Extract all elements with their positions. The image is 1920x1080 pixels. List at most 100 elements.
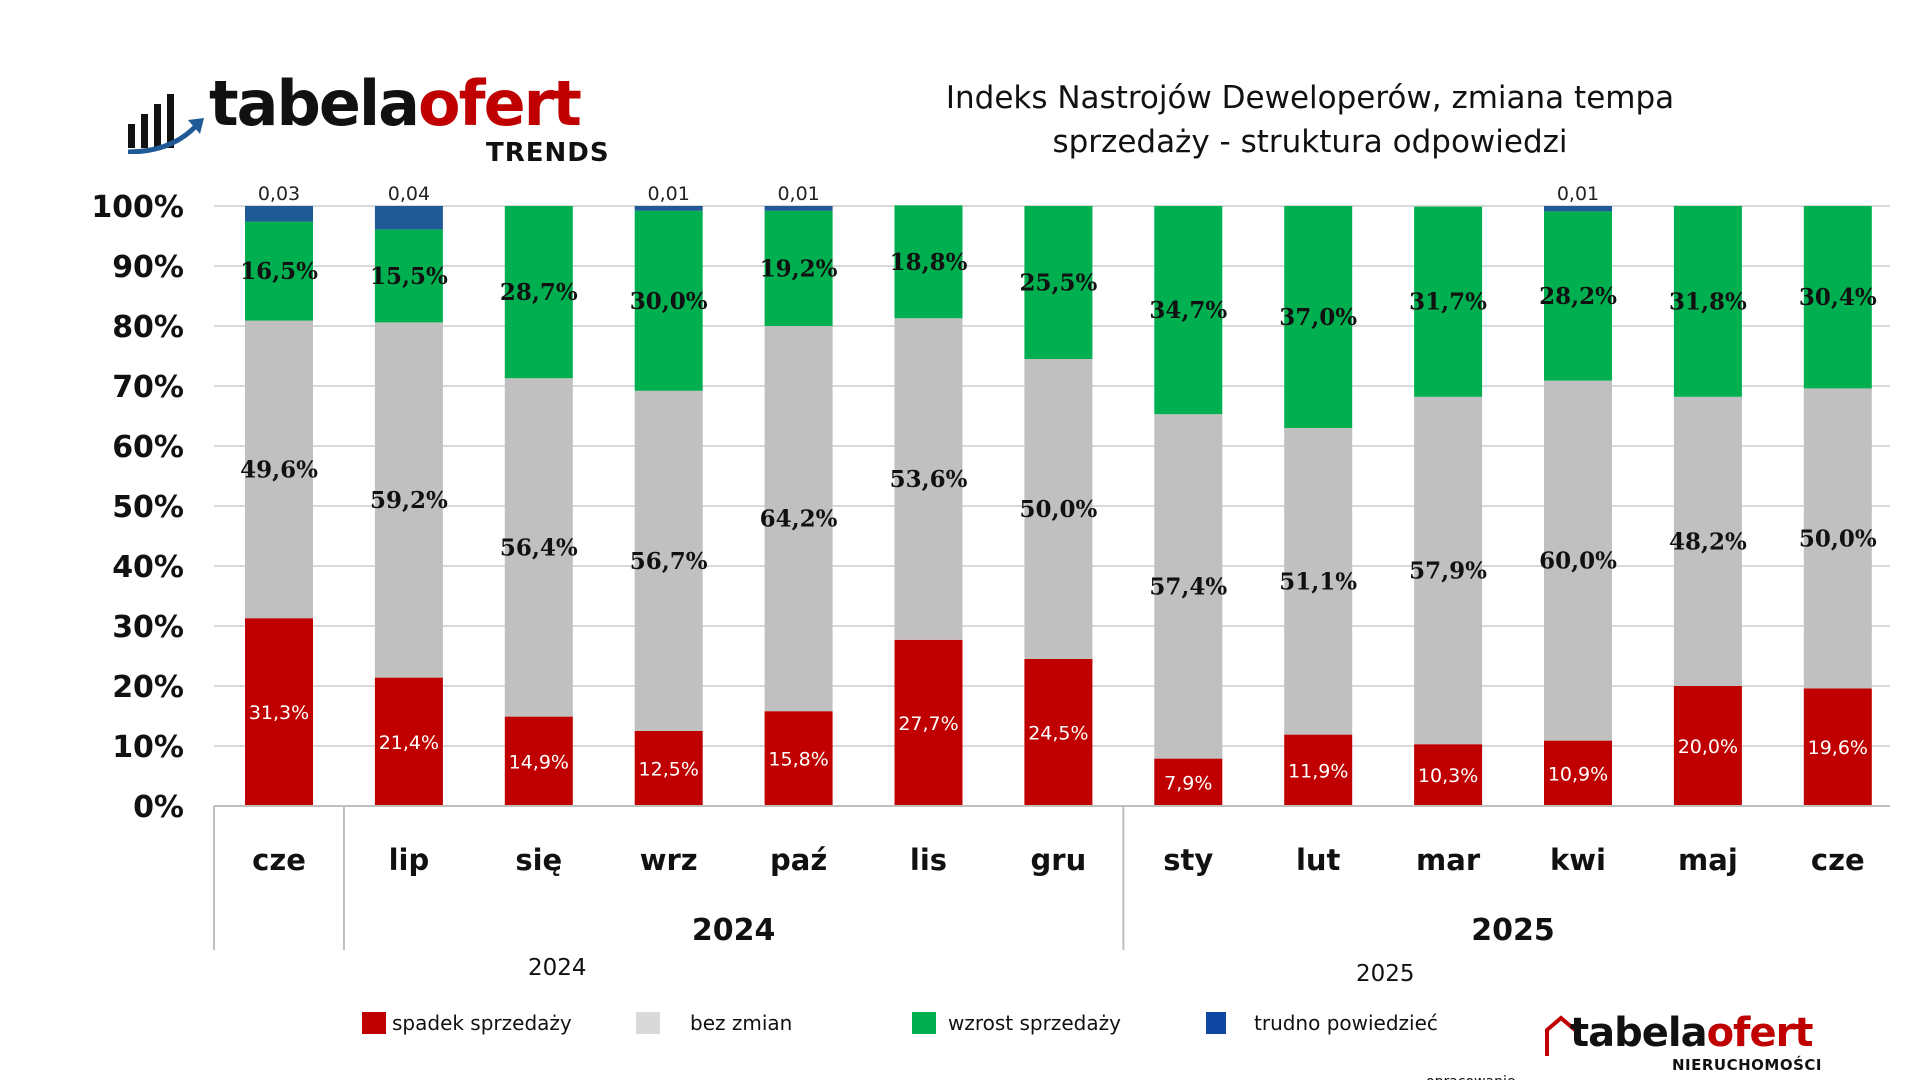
- bar-segment-bez-zmian: [1673, 396, 1742, 686]
- data-label-spadek: 31,3%: [249, 702, 309, 724]
- data-label-wzrost: 16,5%: [240, 258, 318, 285]
- data-label-wzrost: 31,7%: [1409, 289, 1487, 316]
- labels-layer: 31,3% 49,6% 16,5% 0,03 21,4% 59,2% 15,5% 0,04 14…: [240, 183, 1877, 794]
- data-label-bez-zmian: 49,6%: [240, 456, 318, 483]
- data-label-spadek: 12,5%: [639, 759, 699, 781]
- bar-segment-bez-zmian: [1803, 388, 1872, 689]
- credit-name-part1: tabela: [1570, 1010, 1708, 1056]
- bar-segment-bez-zmian: [1544, 380, 1612, 741]
- chart-title: Indeks Nastrojów Deweloperów, zmiana tem…: [930, 76, 1690, 164]
- year-group-label: 2025: [1471, 913, 1555, 948]
- bar-segment-spadek: [1544, 740, 1612, 806]
- legend-swatch-bez-zmian: [636, 1012, 660, 1034]
- data-label-spadek: 14,9%: [509, 751, 569, 773]
- data-label-bez-zmian: 50,0%: [1799, 525, 1877, 552]
- data-label-spadek: 10,3%: [1418, 765, 1478, 787]
- y-tick-label: 20%: [112, 670, 184, 705]
- legend-label-wzrost: wzrost sprzedaży: [948, 1011, 1121, 1035]
- data-label-wzrost: 25,5%: [1019, 270, 1097, 297]
- bar-chart-logo-icon: [127, 94, 204, 154]
- data-label-bez-zmian: 59,2%: [370, 487, 448, 514]
- bar-segment-bez-zmian: [1284, 428, 1353, 735]
- bar-segment-wzrost: [504, 206, 573, 379]
- bar-segment-wzrost: [634, 210, 703, 391]
- x-tick-label: gru: [1031, 843, 1087, 877]
- bars-layer: [245, 205, 1872, 806]
- data-label-wzrost: 37,0%: [1279, 304, 1357, 331]
- data-label-bez-zmian: 53,6%: [890, 466, 968, 493]
- credit-logo: tabelaofert NIERUCHOMOŚCI: [1544, 1010, 1824, 1080]
- bar-segment-wzrost: [1414, 206, 1483, 397]
- bar-segment-bez-zmian: [634, 390, 703, 731]
- legend-item-trudno: trudno powiedzieć: [1206, 1010, 1438, 1036]
- brand-name-part2: ofert: [418, 67, 582, 140]
- data-label-bez-zmian: 60,0%: [1539, 548, 1617, 575]
- y-tick-label: 50%: [112, 490, 184, 525]
- bar-segment-spadek: [1414, 744, 1483, 806]
- credit-name-part2: ofert: [1706, 1010, 1814, 1056]
- legend-swatch-wzrost: [912, 1012, 936, 1034]
- data-label-wzrost: 28,7%: [500, 279, 578, 306]
- y-tick-label: 80%: [112, 310, 184, 345]
- brand-name-part1: tabela: [209, 67, 420, 140]
- data-label-trudno: 0,03: [258, 183, 300, 205]
- bar-segment-spadek: [634, 731, 703, 806]
- data-label-spadek: 11,9%: [1288, 760, 1348, 782]
- legend-label-bez-zmian: bez zmian: [690, 1011, 793, 1035]
- y-tick-label: 40%: [112, 550, 184, 585]
- bar-segment-trudno: [1544, 206, 1612, 212]
- bar-segment-wzrost: [1154, 206, 1223, 415]
- y-tick-label: 70%: [112, 370, 184, 405]
- brand-logo: tabelaofert TRENDS: [126, 66, 609, 176]
- chart-title-line2: sprzedaży - struktura odpowiedzi: [1052, 124, 1568, 160]
- y-tick-label: 90%: [112, 250, 184, 285]
- bar-segment-bez-zmian: [1154, 414, 1223, 759]
- bar-segment-trudno: [634, 206, 703, 211]
- data-label-wzrost: 18,8%: [890, 249, 968, 276]
- y-tick-label: 100%: [91, 190, 184, 225]
- bar-segment-spadek: [764, 711, 833, 806]
- bar-segment-bez-zmian: [764, 326, 833, 712]
- data-label-bez-zmian: 64,2%: [760, 506, 838, 533]
- data-label-bez-zmian: 48,2%: [1669, 528, 1747, 555]
- axis-layer: 0% 10% 20% 30% 40% 50% 60% 70% 80% 90% 100% cze lip s…: [91, 190, 1890, 950]
- bar-segment-spadek: [1154, 758, 1223, 806]
- credit-sub: NIERUCHOMOŚCI: [1672, 1056, 1822, 1074]
- x-tick-label: cze: [252, 843, 306, 877]
- legend-item-wzrost: wzrost sprzedaży: [912, 1010, 1121, 1036]
- bar-segment-spadek: [894, 639, 963, 806]
- legend-item-bez-zmian: bez zmian: [636, 1010, 792, 1036]
- bar-segment-spadek: [245, 618, 313, 806]
- data-label-wzrost: 19,2%: [760, 255, 838, 282]
- x-tick-label: kwi: [1550, 843, 1606, 877]
- data-label-wzrost: 30,4%: [1799, 284, 1877, 311]
- bar-segment-wzrost: [1284, 206, 1353, 428]
- bar-segment-spadek: [1284, 734, 1353, 806]
- data-label-bez-zmian: 57,9%: [1409, 558, 1487, 585]
- x-tick-label: lis: [910, 843, 947, 877]
- bar-segment-wzrost: [1544, 211, 1612, 381]
- data-label-spadek: 27,7%: [898, 713, 958, 735]
- bar-segment-wzrost: [374, 229, 443, 323]
- bar-segment-trudno: [764, 206, 833, 211]
- x-tick-label: wrz: [640, 843, 698, 877]
- data-label-spadek: 21,4%: [379, 732, 439, 754]
- bar-segment-bez-zmian: [1024, 359, 1093, 659]
- data-label-wzrost: 28,2%: [1539, 283, 1617, 310]
- bar-segment-wzrost: [1803, 206, 1872, 389]
- x-tick-label: sty: [1163, 843, 1213, 877]
- bar-segment-bez-zmian: [1414, 396, 1483, 745]
- data-label-bez-zmian: 57,4%: [1149, 573, 1227, 600]
- bar-segment-spadek: [1024, 659, 1093, 806]
- y-tick-label: 0%: [133, 790, 184, 825]
- data-label-bez-zmian: 51,1%: [1279, 568, 1357, 595]
- data-label-spadek: 15,8%: [768, 749, 828, 771]
- bar-segment-wzrost: [764, 210, 833, 326]
- credit-wordmark: tabelaofert: [1570, 1010, 1814, 1056]
- bar-segment-wzrost: [894, 205, 963, 319]
- bar-segment-bez-zmian: [374, 322, 443, 678]
- bar-segment-wzrost: [1673, 206, 1742, 397]
- brand-wordmark: tabelaofert: [209, 67, 582, 140]
- x-tick-label: lut: [1296, 843, 1341, 877]
